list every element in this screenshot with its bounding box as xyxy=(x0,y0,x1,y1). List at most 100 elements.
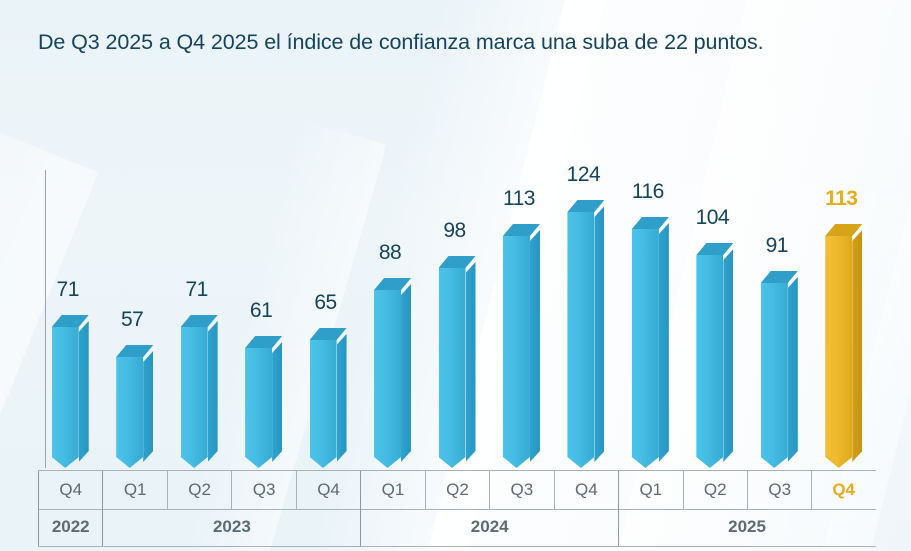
bar-top-face xyxy=(760,271,798,283)
bar-front-face xyxy=(310,340,337,468)
bar-value-label: 91 xyxy=(765,234,789,257)
bar-2024-Q1: 88 xyxy=(374,242,412,468)
bar-2025-Q4: 113 xyxy=(825,188,863,468)
y-axis-line xyxy=(45,170,46,468)
bar-value-label: 71 xyxy=(185,278,208,301)
bar-side-face xyxy=(788,277,798,462)
bar-front-fill xyxy=(503,236,530,468)
bar-front-fill xyxy=(761,283,788,468)
quarter-cell-2024-Q2[interactable]: Q2 xyxy=(424,471,489,509)
bar-front-face xyxy=(374,290,401,468)
quarter-cell-2024-Q3[interactable]: Q3 xyxy=(489,471,553,509)
bar-2023-Q2: 71 xyxy=(180,279,218,468)
quarter-cell-2023-Q1[interactable]: Q1 xyxy=(102,471,166,509)
bar-side-face xyxy=(143,351,153,462)
bar-front-face xyxy=(696,255,723,468)
bar-top-face xyxy=(502,224,540,236)
bar-front-fill xyxy=(52,327,79,468)
bar-2024-Q4: 124 xyxy=(567,164,605,468)
bar-value-label: 104 xyxy=(695,206,730,229)
bar-value-label: 57 xyxy=(121,308,144,331)
quarter-cell-2022-Q4[interactable]: Q4 xyxy=(38,471,102,509)
bar-top-face xyxy=(180,315,218,327)
bar-front-face xyxy=(181,327,208,468)
bar-top-face xyxy=(567,200,605,212)
bar-front-fill xyxy=(696,255,723,468)
bar-front-face xyxy=(825,236,852,468)
page-title: De Q3 2025 a Q4 2025 el índice de confia… xyxy=(38,30,764,54)
bar-top-face xyxy=(374,278,412,290)
bar-value-label: 124 xyxy=(566,163,601,186)
year-row: 2022 2023 2024 2025 xyxy=(38,508,876,547)
bar-front-face xyxy=(567,212,594,468)
bar-side-face xyxy=(79,321,89,462)
bar-side-face xyxy=(852,230,862,462)
bar-side-face xyxy=(208,321,218,462)
bar-front-fill xyxy=(439,268,466,468)
bar-front-face xyxy=(632,229,659,468)
year-cell-2025[interactable]: 2025 xyxy=(618,508,876,546)
bar-front-face xyxy=(245,348,272,468)
bar-side-face xyxy=(272,342,282,462)
bar-side-face xyxy=(594,206,604,462)
bar-side-face xyxy=(659,223,669,462)
bar-front-face xyxy=(116,357,143,468)
quarter-cell-2023-Q4[interactable]: Q4 xyxy=(295,471,360,509)
bar-front-face xyxy=(761,283,788,468)
bar-2023-Q4: 65 xyxy=(309,292,347,468)
bar-side-face xyxy=(466,262,476,462)
quarter-cell-2025-Q4[interactable]: Q4 xyxy=(811,471,875,509)
bar-front-face xyxy=(503,236,530,468)
bar-2022-Q4: 71 xyxy=(51,279,89,468)
bar-2023-Q1: 57 xyxy=(116,309,154,468)
bar-top-face xyxy=(245,336,283,348)
bar-value-label: 113 xyxy=(502,187,535,210)
bar-top-face xyxy=(438,256,476,268)
bar-2025-Q3: 91 xyxy=(760,235,798,468)
bar-front-fill xyxy=(825,236,852,468)
bar-top-face xyxy=(116,345,154,357)
bar-front-fill xyxy=(632,229,659,468)
bar-side-face xyxy=(530,230,540,462)
bar-top-face xyxy=(51,315,89,327)
bar-front-fill xyxy=(116,357,143,468)
bar-value-label: 61 xyxy=(249,299,273,322)
bar-front-face xyxy=(439,268,466,468)
bar-side-face xyxy=(337,334,347,462)
bar-value-label: 71 xyxy=(56,278,80,301)
quarter-cell-2023-Q3[interactable]: Q3 xyxy=(231,471,295,509)
quarter-cell-2024-Q4[interactable]: Q4 xyxy=(553,471,618,509)
quarter-cell-2024-Q1[interactable]: Q1 xyxy=(360,471,424,509)
bar-value-label: 116 xyxy=(631,180,664,203)
bar-front-fill xyxy=(181,327,208,468)
bar-side-face xyxy=(723,249,733,462)
bar-value-label: 113 xyxy=(825,187,858,210)
bar-2023-Q3: 61 xyxy=(245,300,283,468)
year-cell-2023[interactable]: 2023 xyxy=(102,508,360,546)
bar-front-fill xyxy=(374,290,401,468)
bar-top-face xyxy=(309,328,347,340)
bar-top-face xyxy=(825,224,863,236)
bar-2024-Q2: 98 xyxy=(438,220,476,468)
bar-front-fill xyxy=(567,212,594,468)
bar-value-label: 88 xyxy=(378,241,402,264)
bar-top-face xyxy=(696,243,734,255)
bar-value-label: 65 xyxy=(314,291,337,314)
quarter-cell-2025-Q2[interactable]: Q2 xyxy=(682,471,747,509)
bar-2025-Q1: 116 xyxy=(631,181,669,468)
bar-front-fill xyxy=(310,340,337,468)
quarter-row: Q4 Q1 Q2 Q3 Q4 Q1 Q2 Q3 Q4 Q1 Q2 Q3 Q4 xyxy=(38,470,876,510)
bar-2025-Q2: 104 xyxy=(696,207,734,468)
year-cell-2024[interactable]: 2024 xyxy=(360,508,618,546)
quarter-cell-2025-Q1[interactable]: Q1 xyxy=(618,471,682,509)
bar-2024-Q3: 113 xyxy=(502,188,540,468)
axis-table: Q4 Q1 Q2 Q3 Q4 Q1 Q2 Q3 Q4 Q1 Q2 Q3 Q4 2022 2023 2024 2… xyxy=(38,470,876,547)
bar-front-fill xyxy=(245,348,272,468)
year-cell-2022[interactable]: 2022 xyxy=(38,508,102,546)
bar-side-face xyxy=(401,284,411,462)
quarter-cell-2023-Q2[interactable]: Q2 xyxy=(166,471,231,509)
bar-top-face xyxy=(631,217,669,229)
quarter-cell-2025-Q3[interactable]: Q3 xyxy=(746,471,811,509)
